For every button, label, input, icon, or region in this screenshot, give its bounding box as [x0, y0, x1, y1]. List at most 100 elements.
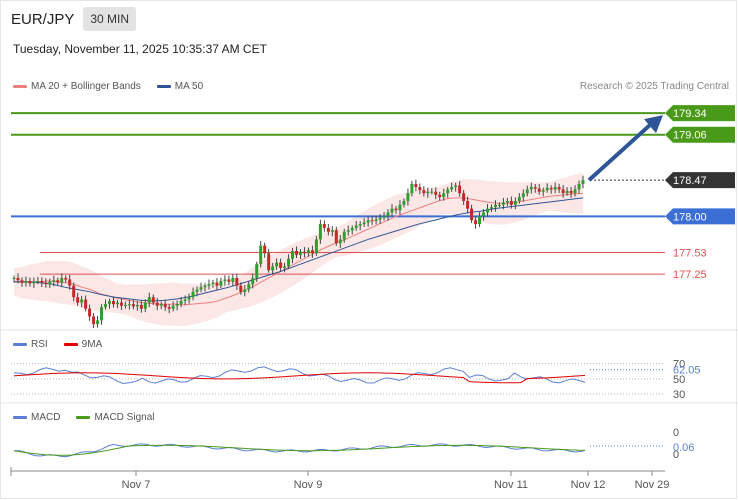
candle-body [44, 282, 48, 285]
candle-body [573, 189, 577, 194]
level-label: 179.34 [673, 108, 707, 120]
candle-body [239, 285, 243, 292]
legend-label: RSI [31, 339, 48, 350]
rsi-value-label: 62.05 [673, 365, 701, 377]
candle-body [52, 280, 56, 282]
candle-body [462, 193, 466, 201]
candle-body [100, 307, 104, 321]
candle-body [36, 281, 40, 283]
legend-label: MACD [31, 412, 61, 423]
legend-swatch [13, 416, 27, 419]
candle-body [155, 302, 159, 306]
candle-body [318, 224, 322, 240]
candle-body [20, 280, 24, 283]
candle-body [505, 200, 509, 203]
candle-body [183, 299, 187, 302]
candle-body [92, 316, 96, 325]
level-label: 178.00 [673, 211, 707, 223]
candle-body [231, 277, 235, 282]
candle-body [306, 250, 310, 254]
candle-body [410, 184, 414, 194]
candle-body [350, 227, 354, 231]
candle-body [529, 187, 533, 190]
candle-body [287, 258, 291, 267]
candle-body [486, 208, 490, 213]
candle-body [513, 200, 517, 205]
candle-body [334, 230, 338, 244]
level-marker [665, 126, 735, 143]
candle-body [553, 187, 557, 190]
rsi-tick-label: 70 [673, 359, 685, 371]
legend-item-macd-signal: MACD Signal [76, 412, 154, 423]
candle-body [12, 277, 16, 279]
candle-body [203, 285, 207, 288]
candle-body [279, 262, 283, 268]
candle-body [251, 277, 255, 285]
candle-body [115, 302, 119, 305]
candle-body [72, 285, 76, 298]
candle-body [569, 190, 573, 194]
candle-body [406, 193, 410, 201]
legend-label: 9MA [81, 339, 103, 350]
candle-body [191, 291, 195, 298]
candle-body [187, 297, 191, 300]
candle-body [422, 190, 426, 194]
candle-body [398, 204, 402, 211]
candle-body [454, 185, 458, 188]
candle-body [478, 216, 482, 225]
timeframe-badge[interactable]: 30 MIN [83, 7, 137, 31]
candle-body [247, 284, 251, 290]
candle-body [521, 193, 525, 198]
macd-line [13, 443, 586, 458]
candle-body [561, 189, 565, 194]
legend-label: MA 20 + Bollinger Bands [31, 81, 141, 92]
legend-swatch [76, 416, 91, 419]
candle-body [326, 227, 330, 232]
candle-body [342, 231, 346, 240]
candle-body [565, 190, 569, 194]
rsi-tick-label: 50 [673, 374, 685, 386]
candle-body [167, 307, 171, 309]
candle-body [199, 287, 203, 290]
symbol-title: EUR/JPY [11, 10, 75, 28]
macd-tick-label: 0 [673, 427, 679, 439]
level-marker [665, 172, 735, 189]
candle-body [382, 216, 386, 218]
candle-body [370, 220, 374, 222]
legend-item-rsi: RSI [13, 339, 48, 350]
candle-body [549, 187, 553, 190]
candle-body [151, 297, 155, 303]
candle-body [275, 262, 279, 267]
candle-body [362, 222, 366, 225]
candle-body [338, 239, 342, 244]
candle-body [84, 299, 88, 309]
candle-body [104, 304, 108, 308]
candle-body [446, 189, 450, 194]
legend-item-rsi-9ma: 9MA [63, 339, 103, 350]
candle-body [458, 185, 462, 194]
candle-body [366, 220, 370, 223]
candle-body [32, 281, 36, 284]
legend-item-ma50: MA 50 [156, 81, 203, 92]
candle-body [470, 208, 474, 221]
legend-swatch [13, 85, 27, 88]
x-tick-label: Nov 11 [494, 479, 528, 491]
candle-body [28, 281, 32, 284]
rsi-legend: RSI 9MA [13, 339, 112, 350]
candle-body [378, 217, 382, 220]
projection-arrowhead [644, 115, 663, 134]
candle-body [227, 279, 231, 282]
candle-body [171, 305, 175, 309]
candle-body [131, 304, 135, 307]
candle-body [298, 251, 302, 255]
candle-body [577, 184, 581, 190]
candle-body [207, 284, 211, 286]
candle-body [482, 212, 486, 217]
candles [12, 175, 585, 328]
x-tick-label: Nov 12 [571, 479, 606, 491]
candle-body [493, 204, 497, 208]
candle-body [48, 281, 52, 285]
candle-body [76, 297, 80, 303]
candle-body [418, 187, 422, 191]
